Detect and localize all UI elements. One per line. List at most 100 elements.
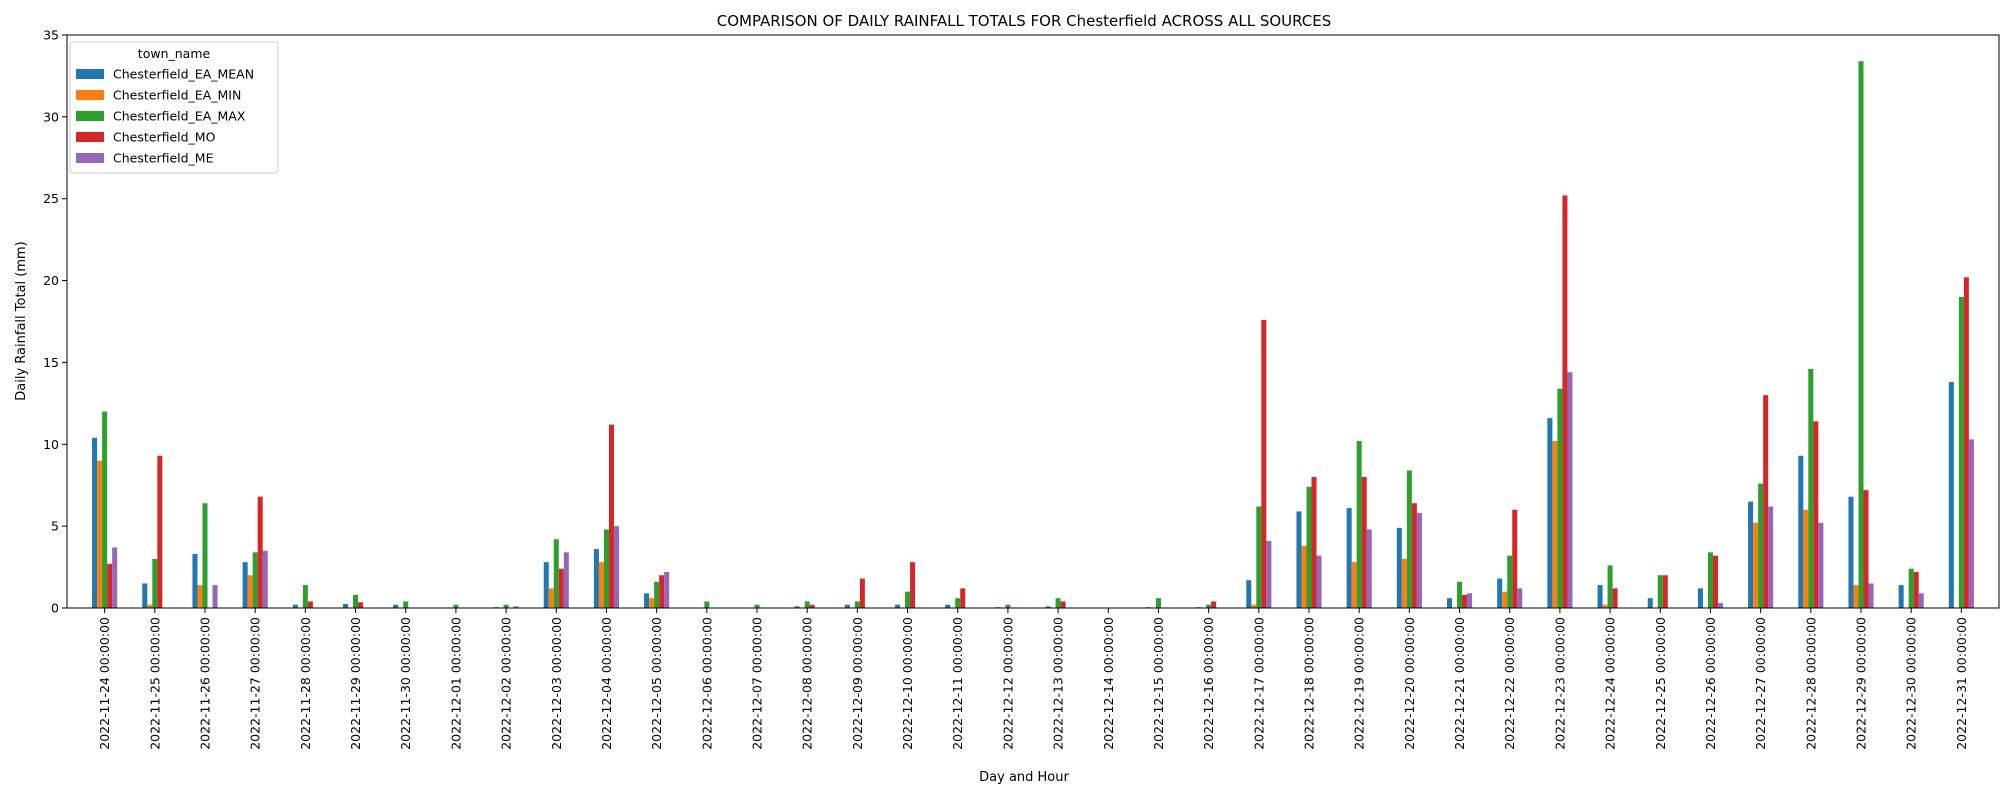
bar-chesterfield-mo-1 [157,455,163,608]
legend-label: Chesterfield_ME [113,151,214,166]
legend-label: Chesterfield_MO [113,130,216,145]
y-tick-label: 15 [43,355,59,370]
x-tick-label: 2022-12-21 00:00:00 [1452,617,1467,750]
bar-chesterfield-ea-mean-4 [292,604,298,608]
x-tick-label: 2022-12-17 00:00:00 [1251,617,1266,750]
x-tick-label: 2022-12-28 00:00:00 [1803,617,1818,750]
bar-chesterfield-ea-mean-1 [142,583,148,608]
bar-chesterfield-ea-min-33 [1753,522,1759,608]
bar-chesterfield-ea-max-19 [1055,598,1061,608]
x-tick-label: 2022-12-15 00:00:00 [1151,617,1166,750]
bar-chesterfield-mo-29 [1562,195,1568,608]
bar-chesterfield-mo-27 [1462,594,1468,608]
bar-chesterfield-me-23 [1266,540,1272,608]
legend: town_name Chesterfield_EA_MEAN Chesterfie… [69,41,279,174]
legend-swatch [76,132,104,142]
bar-chesterfield-ea-mean-15 [844,604,850,608]
bar-chesterfield-ea-max-10 [603,529,609,608]
bar-chesterfield-ea-max-2 [202,503,208,608]
x-tick-label: 2022-12-26 00:00:00 [1703,617,1718,750]
bar-chesterfield-ea-min-28 [1502,591,1508,608]
bar-chesterfield-me-8 [513,606,519,608]
x-tick-label: 2022-12-24 00:00:00 [1603,617,1618,750]
plot-frame [66,34,2000,609]
bar-chesterfield-mo-35 [1863,490,1869,608]
x-tick-label: 2022-12-19 00:00:00 [1352,617,1367,750]
bar-chesterfield-ea-mean-29 [1547,418,1553,608]
bar-chesterfield-ea-max-27 [1457,581,1463,608]
bar-chesterfield-ea-mean-25 [1346,508,1352,608]
bar-chesterfield-mo-33 [1763,395,1769,608]
x-tick-label: 2022-12-18 00:00:00 [1302,617,1317,750]
bar-chesterfield-ea-mean-30 [1597,585,1603,608]
bar-chesterfield-ea-mean-26 [1396,527,1402,608]
bar-chesterfield-ea-mean-37 [1948,382,1954,608]
bar-chesterfield-ea-mean-34 [1798,455,1804,608]
chart-title: COMPARISON OF DAILY RAINFALL TOTALS FOR … [717,12,1332,30]
bar-chesterfield-ea-max-12 [704,601,710,608]
bar-chesterfield-ea-max-36 [1908,568,1914,608]
x-tick-label: 2022-12-07 00:00:00 [750,617,765,750]
bar-chesterfield-me-33 [1768,506,1774,608]
bar-chesterfield-me-26 [1416,513,1422,608]
y-tick-label: 10 [43,437,59,452]
bar-chesterfield-ea-mean-14 [794,606,800,608]
bar-chesterfield-me-28 [1517,588,1523,608]
bar-chesterfield-mo-37 [1963,277,1969,608]
x-axis-label: Day and Hour [979,770,1069,785]
bar-chesterfield-ea-max-6 [403,601,409,608]
bar-chesterfield-ea-mean-28 [1497,578,1503,608]
bar-chesterfield-mo-24 [1311,477,1317,608]
x-tick-label: 2022-11-28 00:00:00 [298,617,313,750]
x-tick-label: 2022-12-29 00:00:00 [1854,617,1869,750]
bar-chesterfield-ea-max-25 [1356,441,1362,608]
x-tick-label: 2022-11-24 00:00:00 [97,617,112,750]
bar-chesterfield-me-0 [112,547,118,608]
legend-box [69,41,279,174]
bar-chesterfield-ea-mean-35 [1848,496,1854,608]
x-tick-label: 2022-12-05 00:00:00 [649,617,664,750]
y-tick-label: 35 [43,28,59,43]
bar-chesterfield-mo-3 [257,496,263,608]
x-tick-label: 2022-12-06 00:00:00 [699,617,714,750]
bar-chesterfield-ea-max-32 [1707,552,1713,608]
bar-chesterfield-mo-25 [1361,477,1367,608]
x-tick-label: 2022-12-16 00:00:00 [1201,617,1216,750]
bar-chesterfield-me-11 [664,571,670,608]
x-tick-label: 2022-12-09 00:00:00 [850,617,865,750]
bar-chesterfield-ea-max-11 [654,581,660,608]
bar-chesterfield-ea-mean-27 [1447,598,1453,608]
bar-chesterfield-mo-26 [1411,503,1417,608]
bar-chesterfield-me-37 [1968,439,1974,608]
y-tick-label: 20 [43,273,59,288]
y-tick-label: 0 [51,601,59,616]
x-tick-label: 2022-12-12 00:00:00 [1000,617,1015,750]
bar-chesterfield-mo-22 [1211,601,1217,608]
bar-chesterfield-ea-mean-10 [593,549,599,608]
y-axis: 0 5 10 15 20 25 30 35 [43,28,67,616]
bar-chesterfield-me-32 [1717,603,1723,608]
x-tick-label: 2022-12-02 00:00:00 [499,617,514,750]
bar-chesterfield-ea-max-26 [1406,470,1412,608]
bar-chesterfield-ea-max-21 [1155,598,1161,608]
bar-chesterfield-ea-min-29 [1552,441,1558,608]
bar-chesterfield-mo-32 [1712,555,1718,608]
bar-chesterfield-ea-min-10 [598,562,604,608]
legend-title: town_name [138,46,211,61]
bar-chesterfield-ea-mean-36 [1898,585,1904,608]
bar-chesterfield-ea-max-16 [905,591,911,608]
bar-chesterfield-mo-4 [307,601,313,608]
x-tick-label: 2022-11-25 00:00:00 [147,617,162,750]
bar-chesterfield-ea-min-24 [1301,545,1307,608]
bar-chesterfield-ea-max-35 [1858,61,1864,608]
bar-chesterfield-ea-min-1 [147,604,153,608]
x-tick-label: 2022-12-25 00:00:00 [1653,617,1668,750]
bar-chesterfield-ea-max-23 [1256,506,1262,608]
bar-chesterfield-me-3 [262,550,268,608]
bar-chesterfield-ea-min-23 [1251,604,1257,608]
bar-chesterfield-ea-max-29 [1557,388,1563,608]
x-tick-label: 2022-12-03 00:00:00 [549,617,564,750]
bar-chesterfield-mo-10 [608,424,614,608]
bar-chesterfield-mo-15 [859,578,865,608]
x-tick-label: 2022-12-14 00:00:00 [1101,617,1116,750]
